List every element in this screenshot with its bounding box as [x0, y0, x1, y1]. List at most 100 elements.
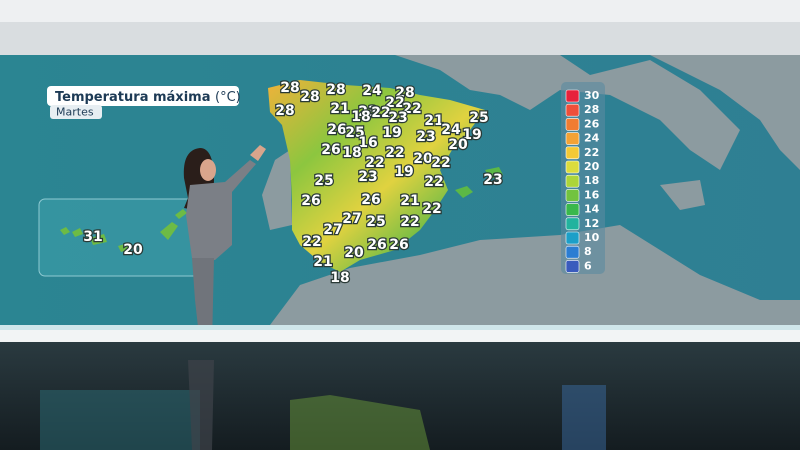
city-temperature: 16	[358, 135, 377, 151]
floor-reflection-legend	[562, 385, 606, 450]
city-temperature: 22	[371, 105, 390, 121]
screen-edge	[0, 325, 800, 330]
legend-swatch	[565, 118, 580, 131]
city-temperature: 28	[280, 80, 299, 96]
legend-label: 14	[584, 203, 600, 216]
north-africa	[270, 225, 800, 325]
legend-swatch	[565, 217, 580, 231]
legend-label: 22	[584, 146, 599, 159]
city-temperature: 18	[342, 145, 361, 161]
legend-label: 18	[584, 174, 599, 187]
city-temperature: 26	[389, 237, 408, 253]
city-temperature: 28	[395, 85, 414, 101]
studio-top-light	[0, 0, 800, 22]
legend-swatch	[565, 103, 580, 117]
sicily	[660, 180, 705, 210]
city-temperature: 23	[358, 104, 377, 120]
city-temperature: 25	[314, 173, 333, 189]
balearics	[455, 167, 503, 198]
city-temperature: 22	[302, 234, 321, 250]
city-temperature: 22	[385, 145, 404, 161]
legend-swatch	[565, 146, 580, 160]
city-temperature: 22	[402, 101, 421, 117]
legend-swatch	[565, 174, 580, 188]
city-temperature: 26	[301, 193, 320, 209]
legend-label: 10	[584, 231, 600, 244]
legend-swatch	[565, 231, 580, 245]
city-temperature: 19	[394, 164, 413, 180]
legend-swatch	[565, 245, 580, 259]
city-temperature: 26	[321, 142, 340, 158]
island-temperature: 20	[123, 242, 143, 258]
balkans	[650, 55, 800, 170]
city-temperature: 28	[300, 89, 319, 105]
legend-swatch	[565, 160, 580, 174]
legend-label: 12	[584, 217, 599, 230]
city-temperature: 26	[327, 122, 346, 138]
legend-label: 20	[584, 160, 600, 173]
legend-label: 16	[584, 188, 600, 201]
city-temperature: 23	[416, 129, 435, 145]
city-temperature: 21	[313, 254, 332, 270]
city-temperature: 26	[367, 237, 386, 253]
city-temperature: 21	[330, 101, 349, 117]
legend-swatch	[565, 203, 580, 216]
legend-label: 26	[584, 117, 600, 130]
portugal	[262, 150, 292, 230]
city-temperature: 26	[361, 192, 380, 208]
city-temperature: 24	[362, 83, 382, 99]
city-temperature: 22	[385, 95, 404, 111]
city-temperature: 25	[366, 214, 385, 230]
legend-label: 24	[584, 132, 600, 145]
floor-reflection	[290, 395, 430, 450]
legend-swatch	[565, 260, 580, 273]
legend-label: 6	[584, 259, 592, 272]
city-temperature: 28	[326, 82, 345, 98]
presenter	[183, 145, 266, 355]
title-unit: (°C)	[215, 90, 241, 105]
city-temperature: 23	[483, 172, 502, 188]
canarias-inset	[38, 198, 200, 277]
city-temperature: 19	[382, 125, 401, 141]
city-temperature: 22	[400, 214, 419, 230]
canary-islands	[60, 209, 187, 252]
presenter-reflection	[188, 360, 214, 450]
city-temperature: 22	[365, 155, 384, 171]
legend-label: 30	[584, 89, 600, 102]
city-temperature: 21	[400, 193, 419, 209]
legend-label: 8	[584, 245, 592, 258]
city-temperature: 25	[469, 110, 488, 126]
floor-reflection-inset	[40, 390, 200, 450]
city-temperature: 27	[323, 222, 342, 238]
city-temperature: 25	[345, 125, 364, 141]
city-temperature: 22	[431, 155, 450, 171]
legend-label: 28	[584, 103, 599, 116]
city-temperature: 20	[413, 151, 433, 167]
legend-swatch	[565, 89, 580, 103]
city-temperature: 18	[351, 109, 370, 125]
subtitle: Martes	[56, 106, 94, 119]
france-italy	[395, 55, 740, 170]
city-temperature: 21	[424, 113, 443, 129]
city-temperature: 19	[462, 127, 481, 143]
city-temperature: 18	[330, 270, 349, 286]
legend-swatch	[565, 189, 580, 202]
city-temperature: 27	[342, 211, 361, 227]
title: Temperatura máxima (°C)	[55, 90, 241, 105]
city-temperature: 23	[388, 110, 407, 126]
legend-swatch	[565, 132, 580, 145]
island-temperature: 31	[83, 229, 102, 245]
title-box	[47, 86, 239, 106]
city-temperature: 22	[422, 201, 441, 217]
city-temperature: 24	[441, 122, 461, 138]
subtitle-box	[50, 105, 102, 119]
city-temperature: 20	[344, 245, 364, 261]
city-temperature: 23	[358, 169, 377, 185]
city-temperature: 22	[424, 174, 443, 190]
studio-band	[0, 330, 800, 342]
city-temperature: 20	[448, 137, 468, 153]
title-text: Temperatura máxima	[55, 90, 210, 105]
